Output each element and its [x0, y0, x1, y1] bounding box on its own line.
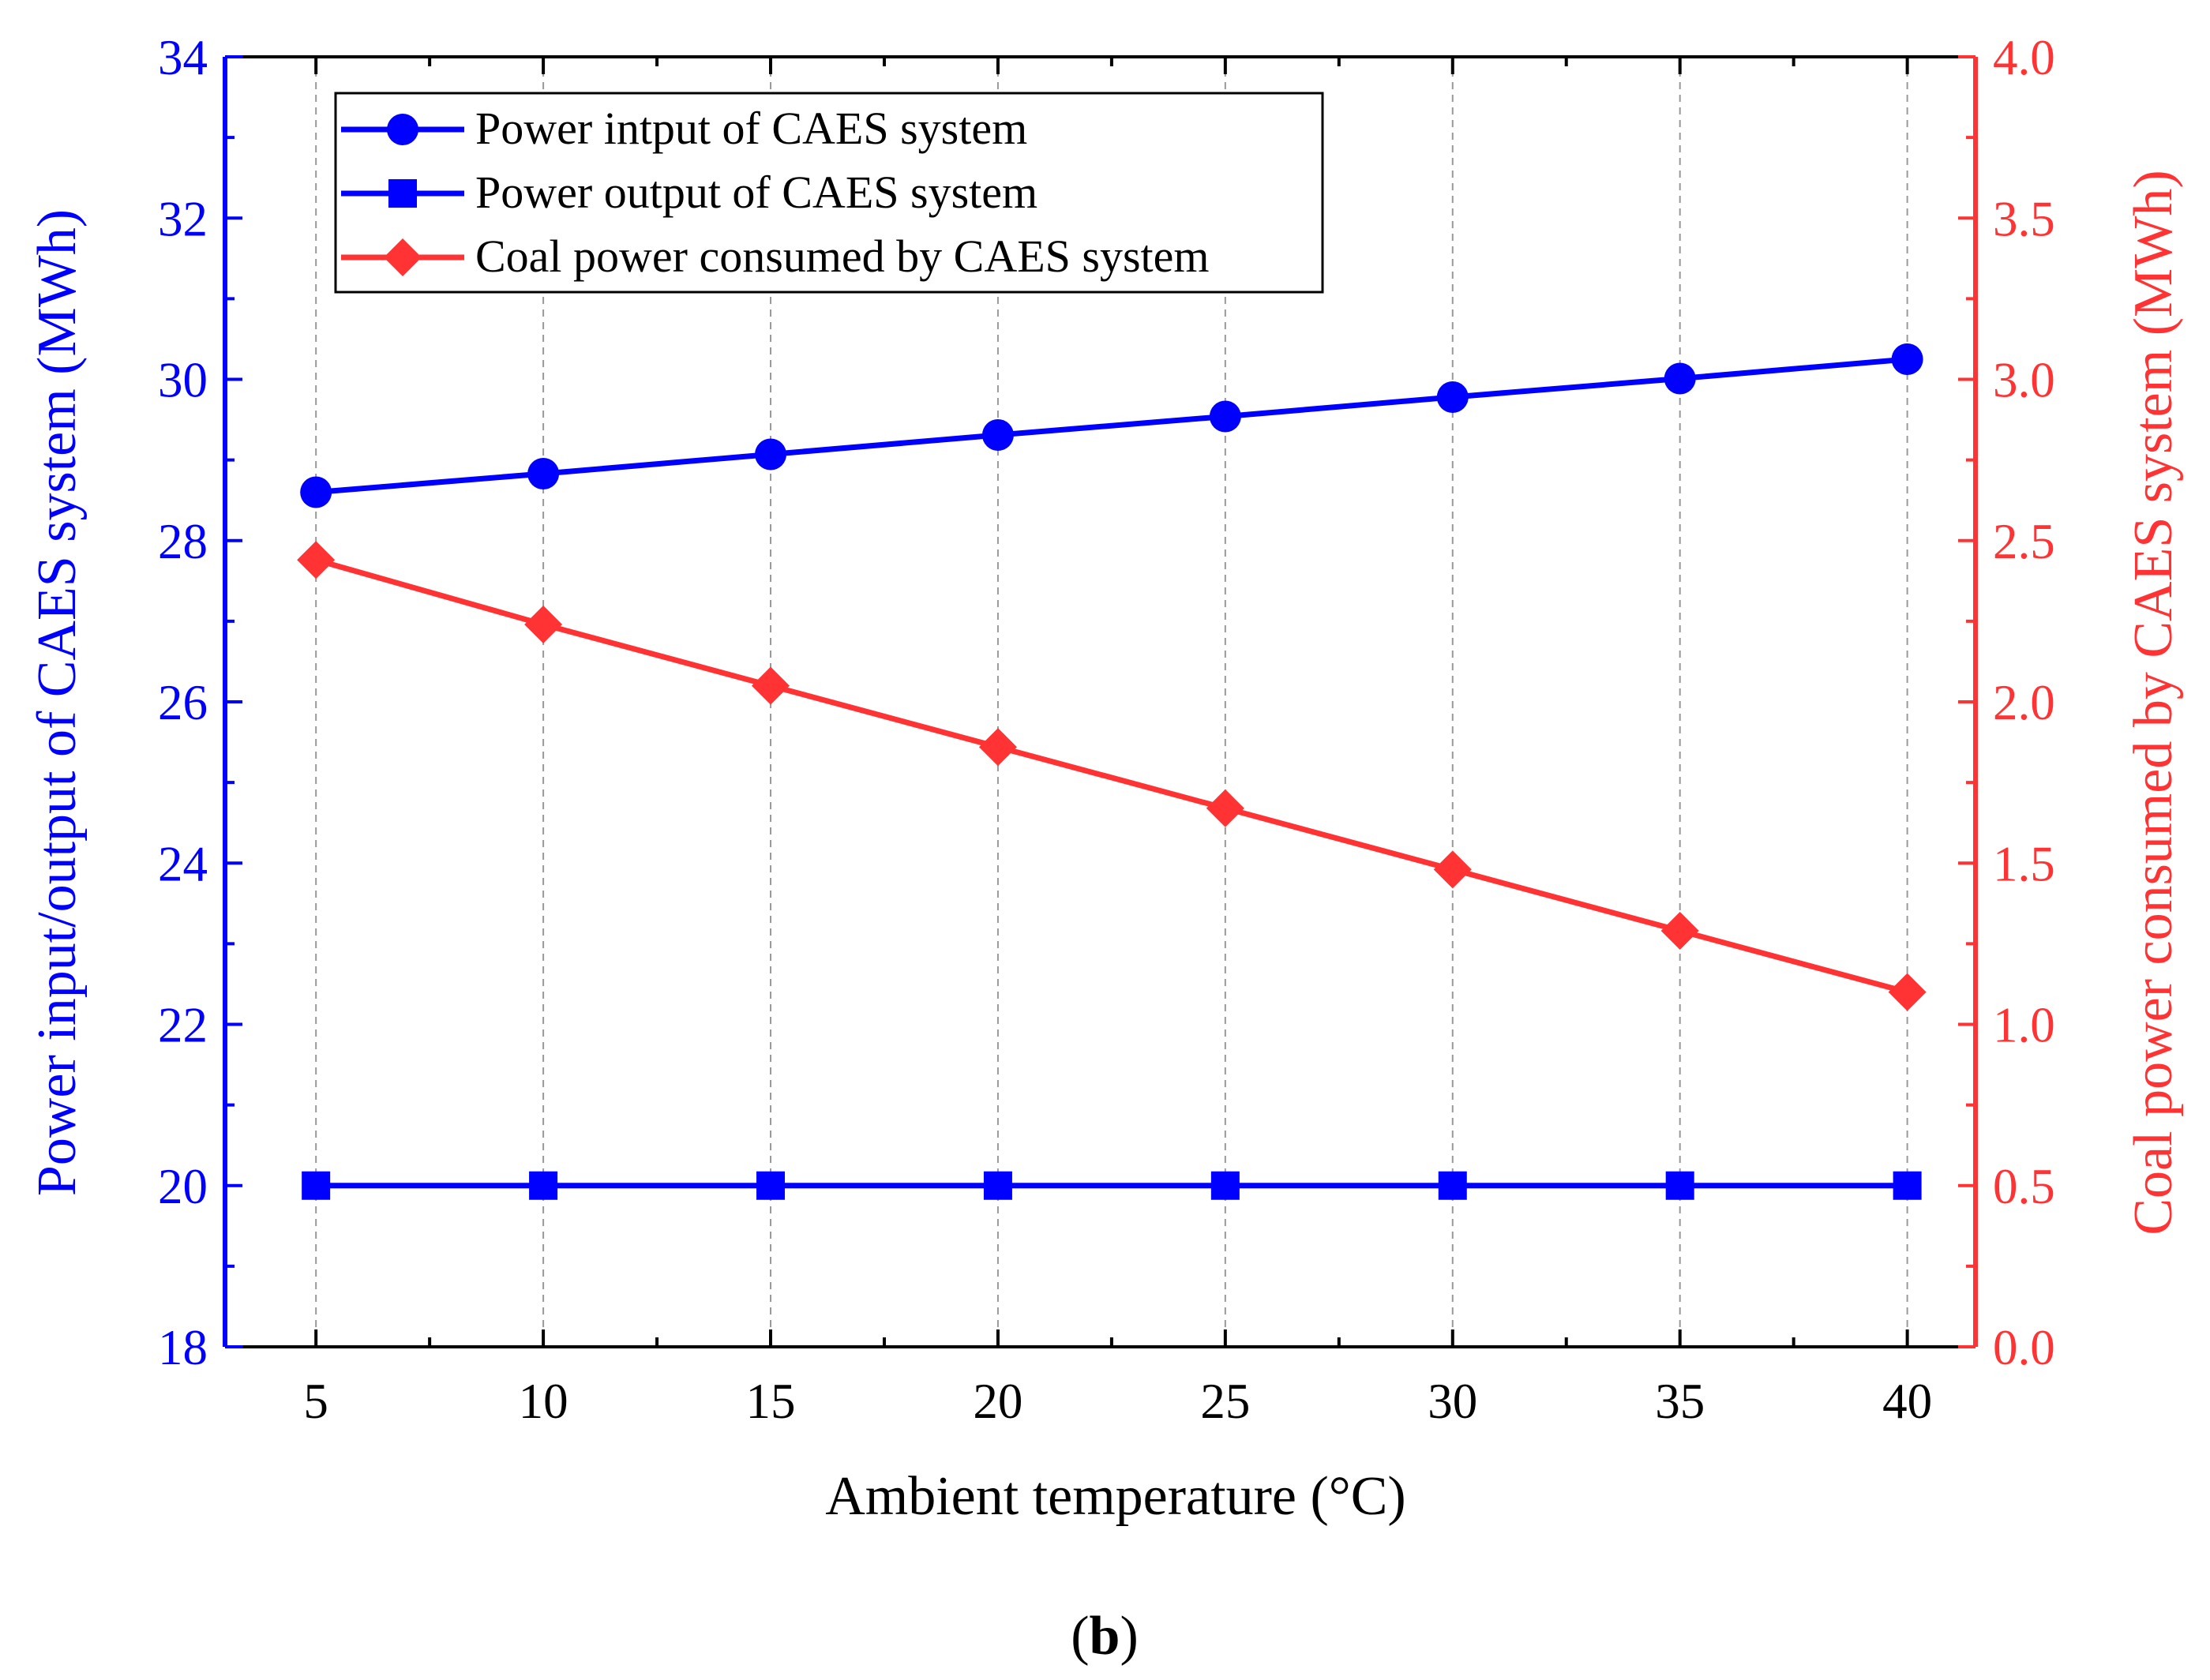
- x-tick-label: 25: [1200, 1374, 1250, 1429]
- data-point-coal-power-40: [1888, 973, 1927, 1011]
- data-point-coal-power-25: [1206, 789, 1244, 827]
- right-tick-label: 0.5: [1993, 1159, 2055, 1214]
- data-point-coal-power-15: [752, 666, 790, 705]
- data-point-power-input-10: [527, 457, 560, 489]
- x-axis-title: Ambient temperature (°C): [825, 1466, 1406, 1527]
- left-tick-label: 18: [158, 1320, 208, 1375]
- data-point-coal-power-30: [1433, 850, 1472, 889]
- data-point-coal-power-35: [1660, 912, 1699, 951]
- figure-caption: (b): [1071, 1606, 1139, 1667]
- right-tick-label: 1.0: [1993, 998, 2055, 1053]
- caption-open-paren: (: [1071, 1606, 1089, 1667]
- x-tick-label: 40: [1882, 1374, 1932, 1429]
- series-line-power-input: [315, 356, 1908, 495]
- data-point-power-output-40: [1893, 1171, 1922, 1200]
- data-point-power-input-40: [1891, 343, 1923, 375]
- data-point-coal-power-5: [297, 541, 336, 579]
- data-point-power-output-15: [756, 1171, 786, 1200]
- left-tick-label: 30: [158, 353, 208, 408]
- legend-marker-power-input: [387, 114, 418, 145]
- left-y-axis-title: Power input/output of CAES system (MWh): [27, 209, 88, 1196]
- x-tick-label: 20: [973, 1374, 1022, 1429]
- right-tick-label: 3.0: [1993, 353, 2055, 408]
- x-tick-label: 35: [1655, 1374, 1705, 1429]
- x-tick-label: 15: [746, 1374, 796, 1429]
- left-tick-label: 32: [158, 191, 208, 246]
- legend-box: [334, 92, 1324, 294]
- data-point-power-input-20: [981, 418, 1014, 451]
- right-y-axis-title: Coal power consumed by CAES system (MWh): [2123, 170, 2184, 1235]
- ticks: 18 20 22 24 26 28 30 32 34 0.0 0.5 1.0 1.5 2.0 2.5 3.0 3…: [158, 30, 2055, 1429]
- x-tick-label: 30: [1428, 1374, 1477, 1429]
- series-layer: [297, 343, 1927, 1200]
- data-point-power-input-15: [755, 438, 787, 471]
- legend-label-coal-power: Coal power consumed by CAES system: [475, 231, 1210, 282]
- x-tick-label: 10: [519, 1374, 568, 1429]
- series-line-coal-power: [315, 557, 1908, 996]
- legend-label-power-input: Power intput of CAES system: [475, 103, 1027, 154]
- left-tick-label: 20: [158, 1159, 208, 1214]
- data-point-coal-power-20: [978, 728, 1017, 767]
- data-point-power-output-30: [1438, 1171, 1467, 1200]
- left-tick-label: 26: [158, 675, 208, 730]
- legend-marker-power-output: [388, 179, 417, 208]
- caption-letter: b: [1090, 1606, 1120, 1667]
- caption-close-paren: ): [1120, 1606, 1138, 1667]
- right-tick-label: 3.5: [1993, 191, 2055, 246]
- data-point-power-output-5: [302, 1171, 331, 1200]
- right-tick-label: 1.5: [1993, 836, 2055, 891]
- x-tick-label: 5: [303, 1374, 328, 1429]
- data-point-power-input-35: [1664, 362, 1696, 395]
- legend: Power intput of CAES system Power output…: [334, 92, 1324, 294]
- left-tick-label: 28: [158, 514, 208, 569]
- right-tick-label: 4.0: [1993, 30, 2055, 85]
- right-tick-label: 0.0: [1993, 1320, 2055, 1375]
- legend-label-power-output: Power output of CAES system: [475, 167, 1037, 218]
- data-point-power-output-35: [1665, 1171, 1694, 1200]
- left-tick-label: 22: [158, 998, 208, 1053]
- data-point-power-input-5: [300, 476, 332, 508]
- data-point-power-output-25: [1210, 1171, 1240, 1200]
- data-point-power-output-10: [529, 1171, 558, 1200]
- right-tick-label: 2.0: [1993, 675, 2055, 730]
- data-point-power-input-25: [1209, 400, 1241, 433]
- series-power-output: [302, 1171, 1922, 1200]
- legend-marker-coal-power: [384, 238, 422, 276]
- series-coal-power: [297, 541, 1927, 1011]
- right-tick-label: 2.5: [1993, 514, 2055, 569]
- left-tick-label: 34: [158, 30, 208, 85]
- data-point-coal-power-10: [524, 605, 563, 643]
- series-power-input: [300, 343, 1923, 508]
- data-point-power-input-30: [1436, 381, 1469, 413]
- left-tick-label: 24: [158, 836, 208, 891]
- data-point-power-output-20: [983, 1171, 1012, 1200]
